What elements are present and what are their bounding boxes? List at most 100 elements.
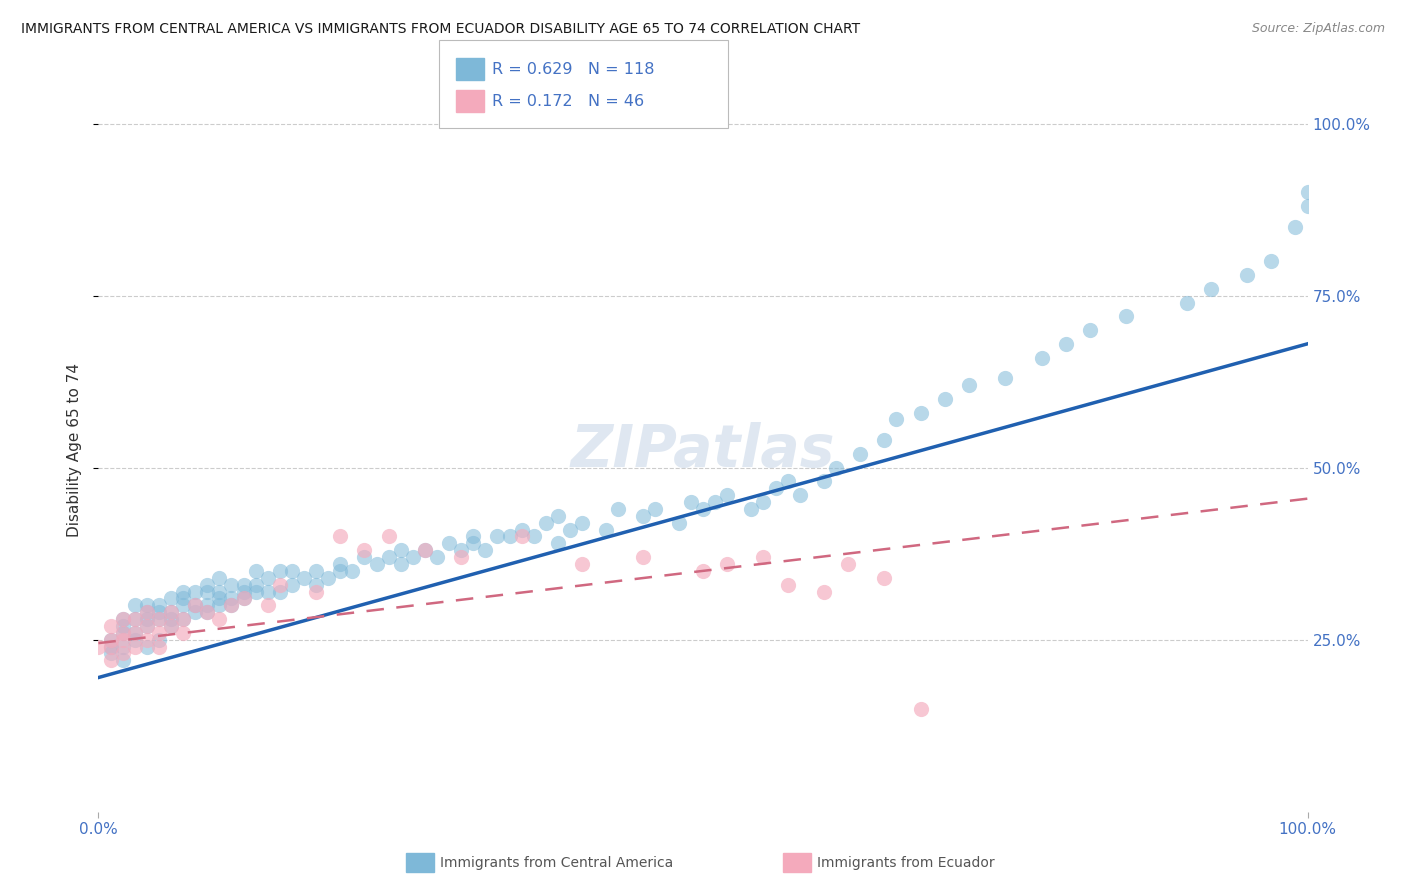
Point [450,550,472,565]
Point [873,571,896,585]
Text: IMMIGRANTS FROM CENTRAL AMERICA VS IMMIGRANTS FROM ECUADOR DISABILITY AGE 65 TO : IMMIGRANTS FROM CENTRAL AMERICA VS IMMIG… [21,22,860,37]
Point [160,619,183,633]
Point [195,599,218,613]
Y-axis label: Disability Age 65 to 74: Disability Age 65 to 74 [66,363,82,538]
Point [389,557,412,571]
Point [849,447,872,461]
Point [679,495,702,509]
Point [148,612,170,626]
Point [184,599,207,613]
Point [1115,310,1137,324]
Point [135,599,157,613]
Point [195,577,218,591]
Point [111,632,134,647]
Point [184,605,207,619]
Point [547,536,569,550]
Point [1296,199,1319,213]
Point [402,550,425,565]
Point [172,584,194,599]
Point [232,584,254,599]
Point [377,529,399,543]
Point [245,584,267,599]
Point [377,550,399,565]
Point [256,584,278,599]
Text: Immigrants from Ecuador: Immigrants from Ecuador [817,855,994,870]
Point [195,584,218,599]
Point [281,577,304,591]
Point [752,495,775,509]
Point [1031,351,1053,365]
Point [342,564,364,578]
Text: R = 0.629   N = 118: R = 0.629 N = 118 [492,62,655,77]
Point [256,599,278,613]
Point [1284,219,1306,234]
Point [957,378,980,392]
Point [256,571,278,585]
Point [124,640,146,654]
Point [221,599,243,613]
Point [510,523,533,537]
Point [221,599,243,613]
Point [195,605,218,619]
Point [232,591,254,606]
Point [208,591,231,606]
Point [269,584,291,599]
Point [1054,336,1077,351]
Point [837,557,859,571]
Point [571,516,593,530]
Point [111,653,134,667]
Point [571,557,593,571]
Point [329,529,352,543]
Point [1078,323,1101,337]
Text: ZIPatlas: ZIPatlas [571,422,835,479]
Point [111,640,134,654]
Point [208,571,231,585]
Point [124,632,146,647]
Point [329,557,352,571]
Point [172,599,194,613]
Point [160,612,183,626]
Point [135,605,157,619]
Point [305,584,328,599]
Point [135,605,157,619]
Point [221,577,243,591]
Point [135,619,157,633]
Point [184,599,207,613]
Point [631,508,654,523]
Point [994,371,1017,385]
Point [305,577,328,591]
Point [934,392,956,406]
Point [534,516,557,530]
Point [160,605,183,619]
Point [292,571,315,585]
Point [813,584,835,599]
Point [1175,295,1198,310]
Point [366,557,388,571]
Point [353,543,375,558]
Point [148,599,170,613]
Point [195,605,218,619]
Point [269,564,291,578]
Point [789,488,811,502]
Point [558,523,581,537]
Point [474,543,496,558]
Point [873,433,896,447]
Point [208,599,231,613]
Point [111,612,134,626]
Point [111,625,134,640]
Point [148,625,170,640]
Point [232,591,254,606]
Point [886,412,908,426]
Text: R = 0.172   N = 46: R = 0.172 N = 46 [492,94,644,109]
Point [148,632,170,647]
Point [148,612,170,626]
Point [245,577,267,591]
Point [716,557,738,571]
Point [135,612,157,626]
Point [631,550,654,565]
Point [269,577,291,591]
Point [413,543,436,558]
Point [704,495,727,509]
Point [668,516,690,530]
Point [221,591,243,606]
